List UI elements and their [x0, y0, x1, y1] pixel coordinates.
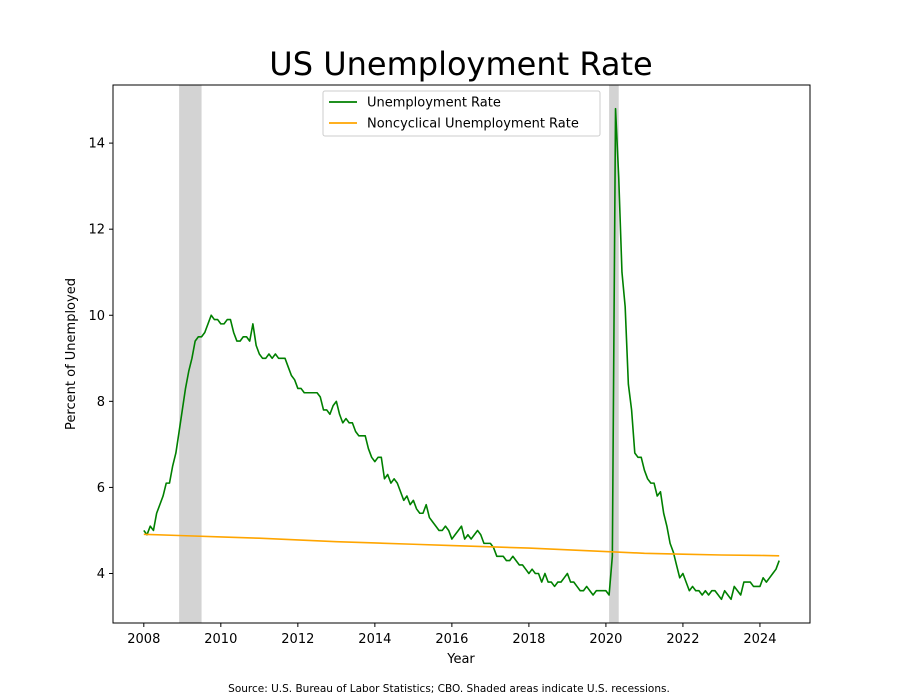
- x-tick-label: 2014: [358, 632, 391, 647]
- legend-label: Unemployment Rate: [367, 96, 501, 111]
- x-tick-label: 2012: [281, 632, 314, 647]
- series-line-noncyclical-unemployment-rate: [143, 533, 780, 557]
- y-tick-label: 12: [88, 223, 105, 238]
- x-tick-label: 2024: [743, 632, 776, 647]
- x-tick-label: 2016: [435, 632, 468, 647]
- recession-band-1: [179, 85, 202, 623]
- x-tick-label: 2022: [666, 632, 699, 647]
- series-lines: [143, 107, 780, 601]
- legend: Unemployment Rate Noncyclical Unemploymen…: [322, 90, 601, 137]
- legend-label: Noncyclical Unemployment Rate: [367, 117, 579, 132]
- y-tick-label: 8: [97, 395, 105, 410]
- plot-background: [113, 85, 810, 623]
- chart-title: US Unemployment Rate: [269, 45, 652, 83]
- y-tick-label: 4: [97, 567, 105, 582]
- y-tick-label: 14: [88, 137, 105, 152]
- plot-area: [112, 84, 811, 624]
- series-line-unemployment-rate: [143, 107, 780, 601]
- x-tick-label: 2010: [204, 632, 237, 647]
- y-axis-label: Percent of Unemployed: [64, 278, 79, 430]
- x-tick-label: 2020: [589, 632, 622, 647]
- x-tick-label: 2008: [127, 632, 160, 647]
- legend-box: [322, 90, 601, 137]
- x-tick-label: 2018: [512, 632, 545, 647]
- x-axis-label: Year: [446, 652, 475, 667]
- plot-frame: [112, 84, 811, 624]
- y-axis-ticks: 4 6 8 10 12 14: [88, 137, 113, 582]
- y-tick-label: 10: [88, 309, 105, 324]
- y-tick-label: 6: [97, 481, 105, 496]
- x-axis-ticks: 2008 2010 2012 2014 2016 2018 2020 2022 2024: [127, 623, 776, 647]
- source-note: Source: U.S. Bureau of Labor Statistics;…: [228, 683, 670, 695]
